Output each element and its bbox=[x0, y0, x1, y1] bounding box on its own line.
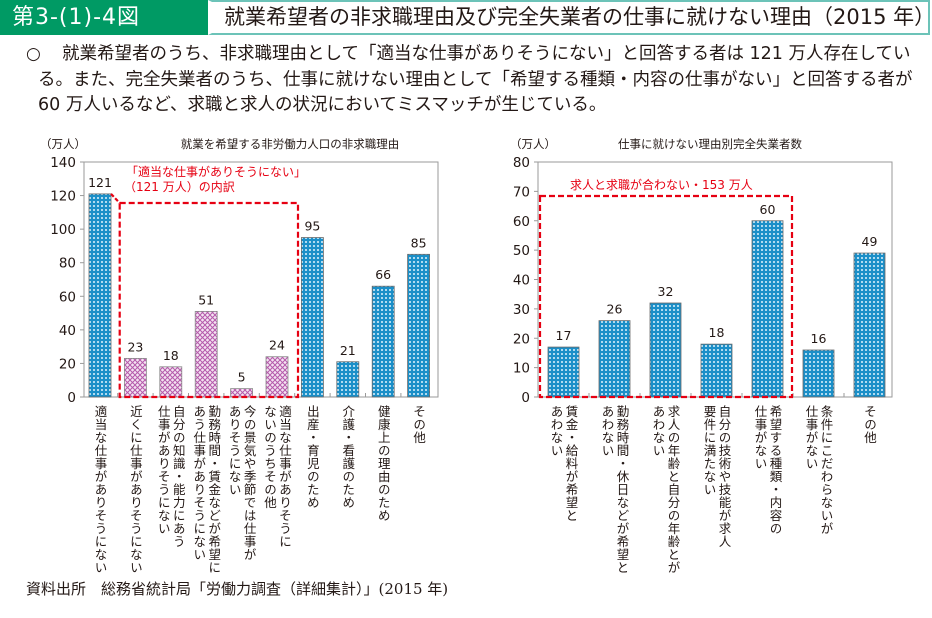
y-tick-label: 80 bbox=[513, 155, 530, 171]
category-label: あわない bbox=[600, 405, 615, 457]
y-tick-label: 70 bbox=[513, 184, 530, 200]
highlight-annotation: 「適当な仕事がありそうにない」 bbox=[126, 164, 306, 179]
data-label: 23 bbox=[127, 339, 143, 354]
category-label: 仕事がない bbox=[753, 405, 768, 470]
data-label: 66 bbox=[375, 267, 391, 282]
category-label: 勤務時間・休日などが希望と bbox=[615, 405, 630, 574]
bar bbox=[547, 346, 580, 398]
chart-title: 就業を希望する非労働力人口の非求職理由 bbox=[181, 137, 400, 151]
data-label: 18 bbox=[163, 348, 179, 363]
bar bbox=[407, 253, 431, 398]
bar bbox=[336, 361, 360, 398]
chart-non-job-seeking-reasons: 就業を希望する非労働力人口の非求職理由 （万人） 0 20 40 60 80 100 120 14… bbox=[40, 137, 439, 574]
data-label: 95 bbox=[304, 219, 320, 234]
y-tick-label: 100 bbox=[50, 222, 76, 238]
bar bbox=[853, 252, 886, 398]
summary-text: 就業希望者のうち、非求職理由として「適当な仕事がありそうにない」と回答する者は … bbox=[38, 44, 913, 115]
figure-header: 第3-(1)-4図 就業希望者の非求職理由及び完全失業者の仕事に就けない理由（2… bbox=[0, 0, 932, 35]
category-label: 出産・育児のため bbox=[305, 405, 320, 509]
bar bbox=[802, 349, 835, 398]
data-label: 121 bbox=[88, 175, 112, 190]
data-label: 51 bbox=[198, 292, 214, 307]
category-label: あわない bbox=[549, 405, 564, 457]
bar bbox=[265, 356, 289, 398]
data-label: 26 bbox=[607, 302, 623, 317]
figure-title: 就業希望者の非求職理由及び完全失業者の仕事に就けない理由（2015 年） bbox=[208, 0, 932, 35]
bar bbox=[700, 343, 733, 398]
chart-unemployed-reasons: 仕事に就けない理由別完全失業者数 （万人） 0 10 20 30 40 50 60 70 80 17 賃… bbox=[510, 137, 893, 574]
y-tick-label: 0 bbox=[67, 390, 76, 406]
summary-paragraph: ○ 就業希望者のうち、非求職理由として「適当な仕事がありそうにない」と回答する者… bbox=[26, 42, 916, 119]
data-label: 16 bbox=[811, 331, 827, 346]
y-tick-label: 60 bbox=[513, 214, 530, 230]
data-label: 21 bbox=[340, 343, 356, 358]
category-label: 適当な仕事がありそうに bbox=[277, 404, 292, 548]
category-label: ありそうにない bbox=[227, 405, 242, 496]
category-label: 賃金・給料が希望と bbox=[564, 404, 579, 522]
y-tick-label: 0 bbox=[521, 390, 530, 406]
category-label: 健康上の理由のため bbox=[376, 405, 391, 522]
category-label: あう仕事がありそうにない bbox=[191, 405, 206, 561]
category-label: ないのうちその他 bbox=[262, 405, 277, 509]
data-label: 24 bbox=[269, 338, 285, 353]
highlight-annotation: （121 万人）の内訳 bbox=[124, 179, 235, 194]
data-label: 32 bbox=[658, 284, 674, 299]
chart-title: 仕事に就けない理由別完全失業者数 bbox=[618, 137, 802, 151]
y-tick-label: 40 bbox=[59, 323, 76, 339]
y-tick-label: 20 bbox=[59, 356, 76, 372]
category-label: 今の景気や季節では仕事が bbox=[242, 404, 257, 561]
bar bbox=[194, 310, 218, 398]
category-label: 希望する種類・内容の bbox=[768, 404, 783, 535]
data-label: 60 bbox=[760, 202, 776, 217]
category-label: その他 bbox=[411, 405, 426, 444]
y-tick-label: 30 bbox=[513, 302, 530, 318]
y-tick-label: 80 bbox=[59, 256, 76, 272]
y-tick-label: 60 bbox=[59, 289, 76, 305]
category-label: 仕事がありそうにない bbox=[156, 405, 171, 535]
category-label: その他 bbox=[862, 405, 877, 444]
data-label: 5 bbox=[238, 370, 246, 385]
highlight-connector bbox=[110, 193, 121, 204]
source-note: 資料出所 総務省統計局「労働力調査（詳細集計）」(2015 年) bbox=[26, 580, 449, 598]
bar bbox=[124, 357, 147, 398]
y-axis-unit-label: （万人） bbox=[510, 137, 556, 151]
bar bbox=[598, 320, 631, 398]
highlight-annotation: 求人と求職が合わない・153 万人 bbox=[570, 177, 753, 192]
category-label: 自分の知識・能力にあう bbox=[171, 405, 186, 548]
y-axis-unit-label: （万人） bbox=[40, 137, 86, 151]
category-label: 近くに仕事がありそうにない bbox=[128, 405, 143, 574]
bar bbox=[649, 302, 682, 398]
category-label: 自分の技術や技能が求人 bbox=[717, 405, 732, 548]
data-label: 17 bbox=[556, 328, 572, 343]
category-label: 適当な仕事がありそうにない bbox=[93, 404, 108, 574]
bar bbox=[751, 220, 784, 398]
bullet-circle-icon: ○ bbox=[26, 44, 41, 64]
bar bbox=[88, 193, 112, 398]
category-label: あわない bbox=[651, 405, 666, 457]
category-label: 仕事がない bbox=[804, 405, 819, 470]
bar bbox=[300, 237, 324, 398]
y-tick-label: 20 bbox=[513, 331, 530, 347]
data-label: 18 bbox=[709, 325, 725, 340]
category-label: 条件にこだわらないが bbox=[819, 405, 834, 535]
category-label: 要件に満たない bbox=[702, 405, 717, 496]
highlight-dashed-box bbox=[118, 201, 300, 399]
y-tick-label: 50 bbox=[513, 243, 530, 259]
category-label: 介護・看護のため bbox=[340, 405, 355, 509]
bar bbox=[230, 388, 254, 398]
bar bbox=[371, 285, 395, 398]
data-label: 85 bbox=[411, 235, 427, 250]
y-tick-label: 120 bbox=[50, 189, 76, 205]
category-label: 勤務時間・賃金などが希望に bbox=[206, 405, 221, 574]
y-tick-label: 10 bbox=[513, 361, 530, 377]
y-tick-label: 40 bbox=[513, 273, 530, 289]
highlight-dashed-box bbox=[538, 194, 794, 399]
y-tick-label: 140 bbox=[50, 155, 76, 171]
data-label: 49 bbox=[862, 234, 878, 249]
figure-number: 第3-(1)-4図 bbox=[0, 0, 208, 35]
bar bbox=[159, 366, 183, 398]
category-label: 求人の年齢と自分の年齢とが bbox=[666, 405, 681, 574]
